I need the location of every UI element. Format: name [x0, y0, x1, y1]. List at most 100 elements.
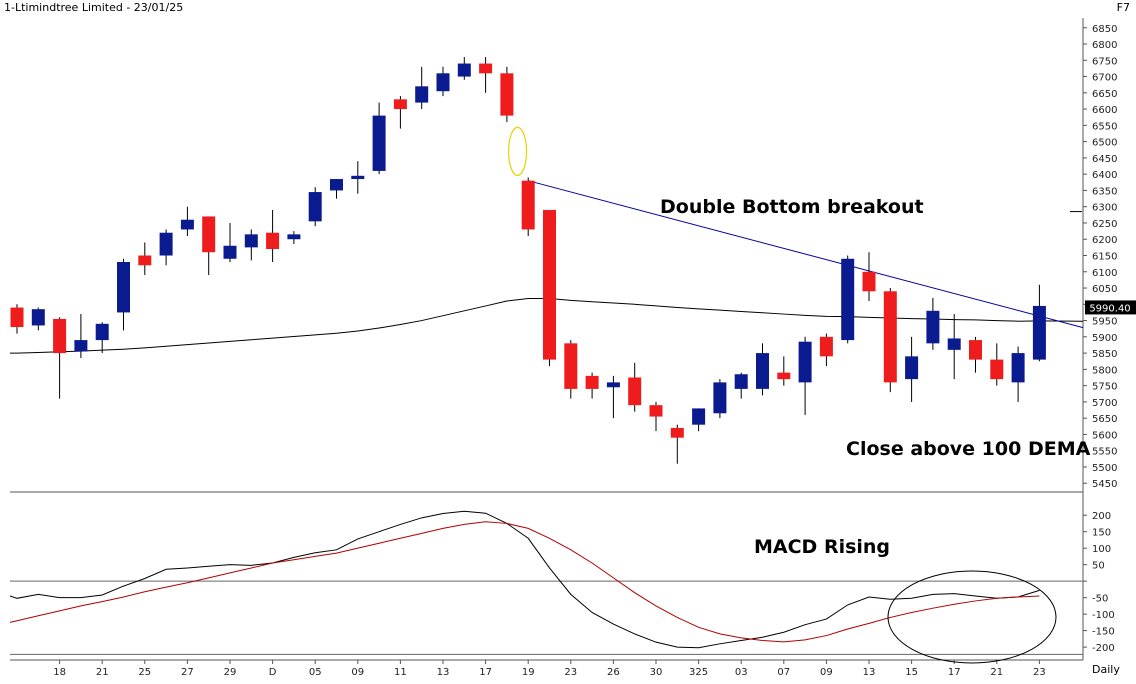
price-tick-label: 5800: [1092, 365, 1117, 376]
time-tick-label: 03: [735, 667, 748, 678]
candle-down: [266, 232, 280, 249]
macd-tick-label: -100: [1092, 610, 1115, 621]
price-tick-label: 5750: [1092, 382, 1117, 393]
price-tick-label: 6050: [1092, 284, 1117, 295]
candle-up: [244, 234, 258, 248]
candle-up: [159, 232, 173, 256]
candle-up: [1032, 305, 1046, 360]
time-tick-label: 09: [820, 667, 833, 678]
price-tick-label: 6850: [1092, 24, 1117, 35]
candle-up: [926, 310, 940, 344]
price-tick-label: 6150: [1092, 252, 1117, 263]
candle-down: [777, 372, 791, 380]
price-tick-label: 6450: [1092, 154, 1117, 165]
price-tick-label: 6100: [1092, 268, 1117, 279]
annotation-dema: Close above 100 DEMA: [846, 438, 1091, 460]
candle-up: [372, 115, 386, 171]
candle-down: [628, 377, 642, 406]
annotation-macd: MACD Rising: [754, 536, 890, 558]
time-tick-label: 23: [564, 667, 577, 678]
price-tick-label: 6800: [1092, 40, 1117, 51]
candle-down: [500, 73, 514, 116]
time-tick-label: 30: [650, 667, 663, 678]
price-tick-label: 6650: [1092, 89, 1117, 100]
macd-tick-label: -150: [1092, 627, 1115, 638]
candle-up: [436, 73, 450, 92]
last-price-box: [1085, 300, 1136, 315]
candle-up: [905, 356, 919, 380]
candle-up: [841, 258, 855, 341]
candle-up: [756, 353, 769, 389]
macd-tick-label: 200: [1092, 511, 1111, 522]
time-tick-label: 21: [990, 667, 1003, 678]
candle-up: [180, 219, 194, 230]
candle-up: [351, 175, 365, 180]
price-tick-label: 6550: [1092, 121, 1117, 132]
candle-up: [223, 245, 237, 259]
candle-down: [862, 271, 876, 292]
candle-up: [1011, 353, 1025, 383]
candle-up: [457, 63, 471, 77]
candle-up: [734, 374, 748, 389]
time-tick-label: 09: [351, 667, 364, 678]
candle-up: [692, 408, 706, 425]
candle-down: [564, 343, 578, 389]
candle-up: [330, 179, 343, 191]
candle-up: [606, 382, 620, 388]
candle-down: [543, 209, 556, 360]
timeframe-label: Daily: [1092, 663, 1120, 676]
time-tick-label: 21: [96, 667, 109, 678]
price-tick-label: 5850: [1092, 349, 1117, 360]
candle-up: [308, 192, 322, 222]
candle-up: [415, 86, 429, 103]
candle-up: [713, 382, 727, 414]
candle-up: [31, 309, 45, 326]
candle-down: [53, 318, 67, 354]
price-tick-label: 6350: [1092, 186, 1117, 197]
price-tick-label: 5500: [1092, 463, 1117, 474]
price-tick-label: 5650: [1092, 414, 1117, 425]
shortcut-label: F7: [1116, 1, 1130, 14]
macd-tick-label: 100: [1092, 544, 1111, 555]
time-tick-label: 15: [905, 667, 918, 678]
candle-down: [521, 180, 535, 230]
time-tick-label: 13: [437, 667, 450, 678]
time-tick-label: 17: [479, 667, 492, 678]
price-tick-label: 5900: [1092, 333, 1117, 344]
macd-tick-label: 150: [1092, 528, 1111, 539]
price-tick-label: 6750: [1092, 56, 1117, 67]
price-tick-label: 6700: [1092, 73, 1117, 84]
time-tick-label: 23: [1033, 667, 1046, 678]
price-tick-label: 6300: [1092, 203, 1117, 214]
price-tick-label: 5550: [1092, 447, 1117, 458]
breakout-trendline: [528, 180, 1084, 329]
price-tick-label: 6250: [1092, 219, 1117, 230]
price-tick-label: 6500: [1092, 138, 1117, 149]
macd-highlight-ellipse: [887, 570, 1057, 664]
time-tick-label: 07: [777, 667, 790, 678]
time-tick-label: D: [269, 667, 277, 678]
candle-down: [883, 291, 897, 383]
candle-down: [649, 405, 663, 417]
time-tick-label: 325: [689, 667, 708, 678]
candle-down: [202, 216, 216, 253]
time-tick-label: 29: [224, 667, 237, 678]
gap-highlight-ellipse: [507, 126, 528, 176]
candle-up: [117, 262, 130, 313]
macd-tick-label: -50: [1092, 594, 1108, 605]
time-tick-label: 19: [522, 667, 535, 678]
macd-line: [9, 510, 1040, 649]
candle-down: [585, 375, 599, 389]
time-tick-label: 05: [309, 667, 322, 678]
time-tick-label: 18: [53, 667, 66, 678]
candle-up: [947, 338, 961, 350]
price-tick-label: 5700: [1092, 398, 1117, 409]
price-tick-label: 5450: [1092, 479, 1117, 490]
dema-100-line: [10, 297, 1084, 354]
price-tick-label: 6200: [1092, 235, 1117, 246]
annotation-breakout: Double Bottom breakout: [660, 196, 924, 218]
price-tick-label: 6600: [1092, 105, 1117, 116]
candle-down: [10, 307, 24, 328]
